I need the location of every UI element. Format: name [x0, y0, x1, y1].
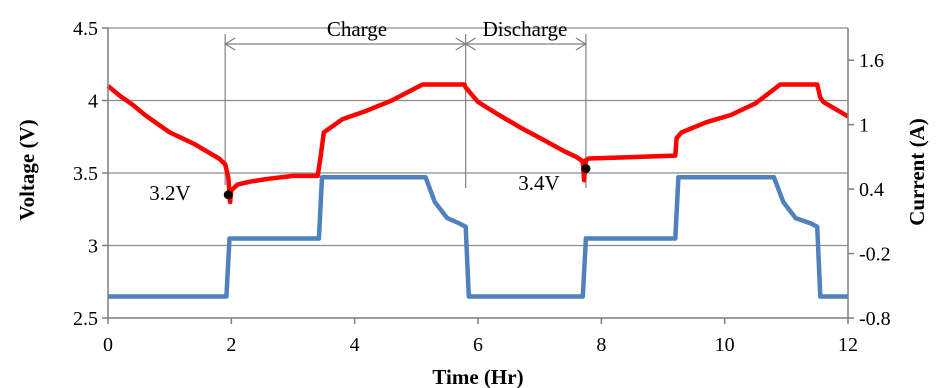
annotation-guides [224, 34, 588, 188]
axes [102, 27, 854, 324]
annotation-marker-1 [581, 164, 591, 174]
y-tick-label-2: 3.5 [73, 163, 98, 185]
discharge-label: Discharge [483, 17, 568, 41]
x-tick-label-5: 10 [715, 334, 735, 356]
y-axis-title: Voltage (V) [15, 119, 39, 220]
y-tick-label-3: 4 [88, 91, 98, 113]
y2-tick-label-1: -0.2 [859, 244, 891, 266]
charge-arrow-head-left [224, 37, 236, 51]
y2-axis-title: Current (A) [905, 118, 929, 226]
y2-tick-label-4: 1.6 [859, 50, 884, 72]
x-tick-label-2: 4 [350, 334, 360, 356]
series-group [106, 82, 850, 299]
x-tick-label-6: 12 [838, 334, 858, 356]
y2-tick-label-3: 1 [859, 115, 869, 137]
charge-label: Charge [327, 17, 387, 41]
annotation-3-4v: 3.4V [518, 171, 559, 195]
y-tick-label-4: 4.5 [73, 18, 98, 40]
y-tick-label-0: 2.5 [73, 308, 98, 330]
current-series-line [108, 175, 848, 299]
x-tick-label-1: 2 [226, 334, 236, 356]
discharge-arrow-head-left [464, 37, 476, 51]
annotation-marker-0 [223, 190, 233, 200]
y-tick-label-1: 3 [88, 236, 98, 258]
voltage-series-line [106, 82, 850, 205]
grid-lines [108, 27, 848, 247]
annotation-markers [223, 164, 591, 200]
x-tick-label-0: 0 [103, 334, 113, 356]
x-tick-label-3: 6 [473, 334, 483, 356]
y2-tick-label-0: -0.8 [859, 308, 891, 330]
x-tick-label-4: 8 [596, 334, 606, 356]
annotation-3-2v: 3.2V [149, 181, 190, 205]
x-axis-title: Time (Hr) [432, 365, 523, 388]
y2-tick-label-2: 0.4 [859, 179, 884, 201]
tick-labels: 0 2 4 6 8 10 12 2.5 3 3.5 4 4.5 -0.8 -0.2 0.4 1 1.6 [73, 18, 891, 356]
discharge-arrow-head-right [575, 37, 588, 51]
